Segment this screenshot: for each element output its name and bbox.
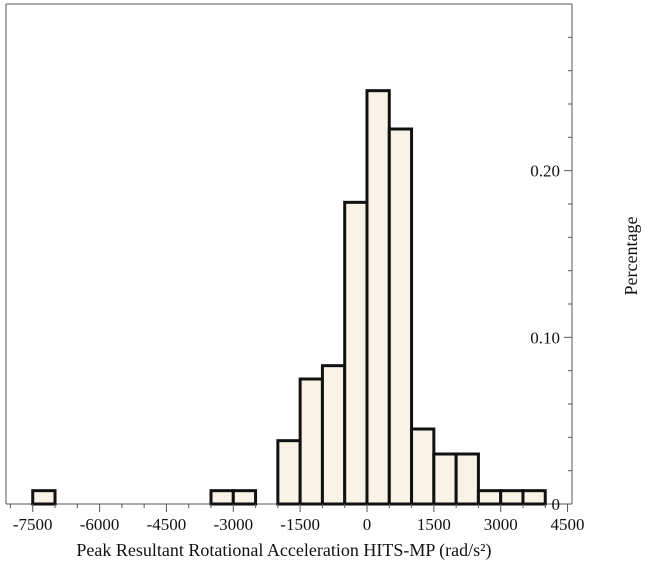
x-tick-label: -7500 (13, 515, 53, 534)
histogram-bar (365, 89, 391, 506)
histogram-bar (298, 377, 324, 506)
histogram-bar (231, 489, 258, 506)
y-tick-label: 0.10 (530, 328, 560, 347)
histogram-bar (276, 439, 302, 506)
histogram-bar (209, 489, 235, 506)
x-tick-label: 4500 (551, 515, 585, 534)
x-tick-label: -6000 (80, 515, 120, 534)
histogram-bar (410, 427, 436, 506)
histogram-bar (343, 200, 369, 506)
histogram-bar (521, 489, 547, 506)
histogram-bar (454, 452, 480, 506)
x-tick-label: 1500 (417, 515, 451, 534)
y-axis: 0 0.10 0.20 (530, 36, 572, 514)
histogram-bar (476, 489, 503, 506)
x-axis: -7500 -6000 -4500 -3000 -1500 0 1500 3000 4500 (9, 504, 585, 534)
x-axis-label: Peak Resultant Rotational Acceleration H… (76, 540, 491, 561)
x-tick-label: 0 (363, 515, 372, 534)
bars-group (31, 89, 547, 506)
y-tick-label: 0 (552, 495, 561, 514)
histogram-bar (432, 452, 458, 506)
y-axis-label: Percentage (621, 217, 641, 296)
histogram-bar (387, 127, 414, 506)
plot-frame (5, 3, 573, 505)
y-tick-label: 0.20 (530, 162, 560, 181)
x-tick-label: -3000 (213, 515, 253, 534)
histogram-bar (499, 489, 525, 506)
histogram-bar (320, 364, 347, 506)
x-tick-label: -4500 (147, 515, 187, 534)
histogram-bar (31, 489, 57, 506)
x-tick-label: 3000 (484, 515, 518, 534)
x-tick-label: -1500 (280, 515, 320, 534)
